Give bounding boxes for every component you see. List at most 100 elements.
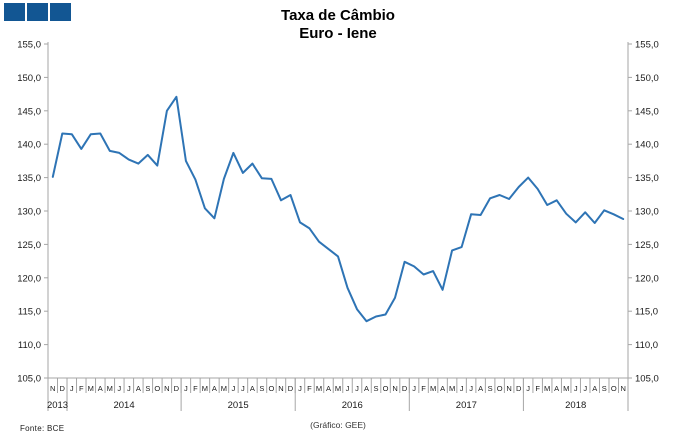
svg-text:M: M (221, 384, 227, 393)
svg-text:N: N (392, 384, 397, 393)
svg-text:J: J (232, 384, 236, 393)
source-label: Fonte: BCE (20, 424, 65, 433)
svg-text:O: O (611, 384, 617, 393)
svg-text:O: O (383, 384, 389, 393)
svg-text:110,0: 110,0 (18, 340, 41, 351)
svg-text:145,0: 145,0 (17, 106, 41, 117)
svg-text:J: J (70, 384, 74, 393)
svg-text:J: J (346, 384, 350, 393)
svg-text:J: J (526, 384, 530, 393)
svg-text:120,0: 120,0 (17, 273, 41, 284)
svg-text:2016: 2016 (342, 400, 363, 411)
svg-text:D: D (60, 384, 66, 393)
svg-text:150,0: 150,0 (17, 73, 41, 84)
svg-text:J: J (355, 384, 359, 393)
svg-text:N: N (278, 384, 283, 393)
svg-text:F: F (193, 384, 198, 393)
gee-logo (4, 3, 71, 21)
svg-text:O: O (269, 384, 275, 393)
svg-text:M: M (544, 384, 550, 393)
svg-text:J: J (574, 384, 578, 393)
svg-text:M: M (88, 384, 94, 393)
svg-text:D: D (174, 384, 180, 393)
svg-text:115,0: 115,0 (635, 307, 658, 318)
svg-text:S: S (374, 384, 379, 393)
credit-label: (Gráfico: GEE) (310, 420, 366, 430)
svg-text:130,0: 130,0 (17, 207, 41, 218)
chart-title-line2: Euro - Iene (299, 25, 377, 42)
svg-text:S: S (259, 384, 264, 393)
svg-text:140,0: 140,0 (635, 140, 659, 151)
svg-text:S: S (145, 384, 150, 393)
svg-text:125,0: 125,0 (17, 240, 41, 251)
svg-text:145,0: 145,0 (635, 106, 659, 117)
svg-text:125,0: 125,0 (635, 240, 659, 251)
svg-text:O: O (497, 384, 503, 393)
svg-text:155,0: 155,0 (635, 40, 659, 51)
svg-text:F: F (535, 384, 540, 393)
svg-text:D: D (288, 384, 294, 393)
svg-text:2013: 2013 (47, 400, 68, 411)
chart-title-line1: Taxa de Câmbio (281, 7, 395, 24)
svg-text:2015: 2015 (228, 400, 249, 411)
svg-text:F: F (79, 384, 84, 393)
chart-title: Taxa de Câmbio Euro - Iene (48, 7, 628, 43)
svg-text:A: A (250, 384, 255, 393)
svg-text:115,0: 115,0 (18, 307, 41, 318)
svg-text:N: N (506, 384, 511, 393)
svg-text:S: S (602, 384, 607, 393)
svg-text:M: M (430, 384, 436, 393)
svg-text:A: A (364, 384, 369, 393)
svg-text:J: J (184, 384, 188, 393)
svg-text:N: N (164, 384, 169, 393)
svg-text:105,0: 105,0 (635, 374, 659, 385)
svg-text:J: J (117, 384, 121, 393)
svg-text:J: J (412, 384, 416, 393)
svg-text:J: J (127, 384, 131, 393)
svg-text:A: A (478, 384, 483, 393)
svg-text:F: F (421, 384, 426, 393)
svg-text:A: A (554, 384, 559, 393)
svg-text:A: A (98, 384, 103, 393)
svg-text:S: S (488, 384, 493, 393)
svg-text:2014: 2014 (113, 400, 134, 411)
svg-text:105,0: 105,0 (17, 374, 41, 385)
svg-text:135,0: 135,0 (17, 173, 41, 184)
svg-text:D: D (516, 384, 522, 393)
svg-text:135,0: 135,0 (635, 173, 659, 184)
svg-text:M: M (316, 384, 322, 393)
svg-text:J: J (298, 384, 302, 393)
svg-text:N: N (621, 384, 626, 393)
svg-text:F: F (307, 384, 312, 393)
svg-text:A: A (592, 384, 597, 393)
svg-text:120,0: 120,0 (635, 273, 659, 284)
svg-text:O: O (154, 384, 160, 393)
svg-text:M: M (449, 384, 455, 393)
svg-text:M: M (563, 384, 569, 393)
svg-text:J: J (469, 384, 473, 393)
logo-square (50, 3, 71, 21)
svg-text:M: M (107, 384, 113, 393)
svg-text:J: J (241, 384, 245, 393)
logo-square (4, 3, 25, 21)
svg-text:J: J (460, 384, 464, 393)
svg-text:J: J (583, 384, 587, 393)
svg-text:140,0: 140,0 (17, 140, 41, 151)
svg-text:M: M (202, 384, 208, 393)
svg-text:150,0: 150,0 (635, 73, 659, 84)
svg-text:2017: 2017 (456, 400, 477, 411)
svg-text:A: A (326, 384, 331, 393)
svg-text:M: M (335, 384, 341, 393)
svg-text:A: A (440, 384, 445, 393)
svg-text:110,0: 110,0 (635, 340, 658, 351)
svg-text:N: N (50, 384, 55, 393)
svg-text:130,0: 130,0 (635, 207, 659, 218)
svg-text:A: A (212, 384, 217, 393)
logo-square (27, 3, 48, 21)
svg-text:D: D (402, 384, 408, 393)
svg-text:A: A (136, 384, 141, 393)
svg-text:155,0: 155,0 (17, 40, 41, 51)
svg-text:2018: 2018 (565, 400, 586, 411)
